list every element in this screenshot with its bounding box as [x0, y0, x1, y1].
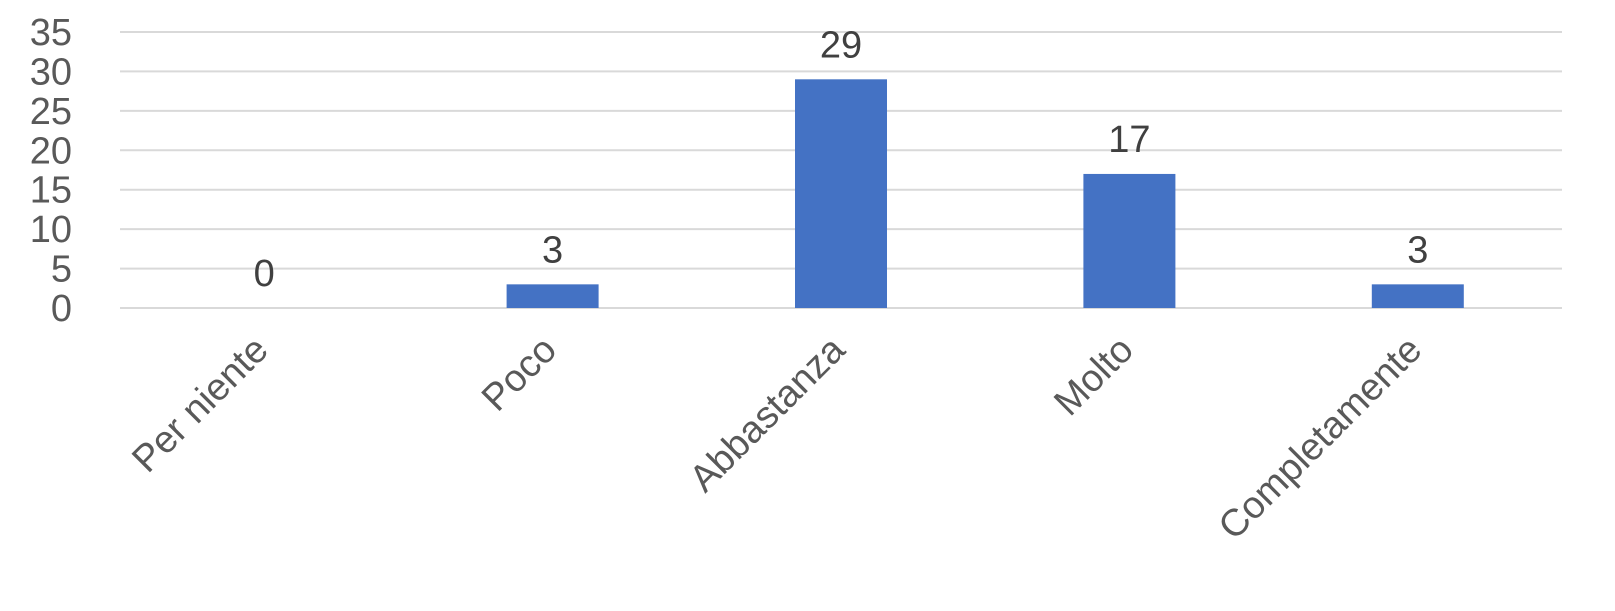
data-label: 29: [820, 24, 862, 66]
bar-molto: [1083, 173, 1176, 308]
bar-completamente: [1371, 284, 1464, 308]
data-label: 0: [254, 253, 275, 295]
bars: [506, 79, 1464, 308]
x-tick-label: Molto: [1046, 329, 1141, 424]
data-labels: 0 3 29 17 3: [254, 24, 1429, 295]
y-tick-label: 20: [30, 130, 72, 172]
x-tick-label: Poco: [474, 329, 565, 420]
bar-poco: [506, 284, 599, 308]
x-axis-tick-labels: Per niente Poco Abbastanza Molto Completamen…: [124, 328, 1430, 548]
y-tick-label: 15: [30, 170, 72, 212]
data-label: 17: [1108, 119, 1150, 161]
y-tick-label: 10: [30, 209, 72, 251]
x-tick-label: Completamente: [1211, 329, 1430, 548]
y-tick-label: 5: [51, 249, 72, 291]
x-tick-label: Abbastanza: [682, 328, 854, 500]
y-tick-label: 25: [30, 91, 72, 133]
x-tick-label: Per niente: [124, 329, 276, 481]
bar-abbastanza: [795, 79, 887, 308]
y-tick-label: 35: [30, 12, 72, 54]
y-tick-label: 30: [30, 51, 72, 93]
data-label: 3: [542, 229, 563, 271]
data-label: 3: [1407, 229, 1428, 271]
y-tick-label: 0: [51, 288, 72, 330]
